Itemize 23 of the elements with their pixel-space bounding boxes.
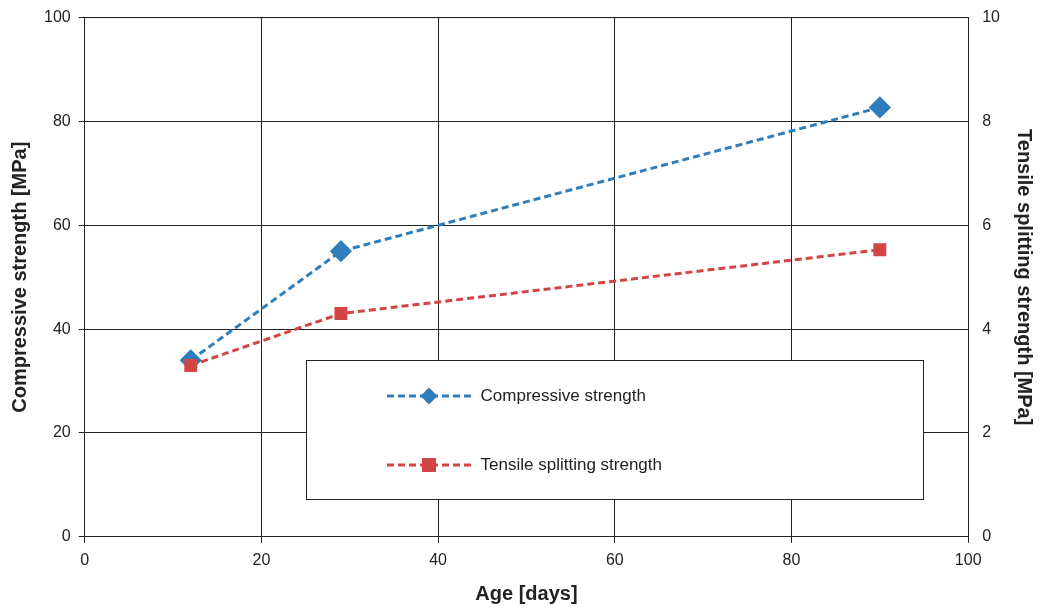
y-axis-title: Compressive strength [MPa]	[7, 141, 30, 413]
x-tick-label: 40	[429, 550, 448, 568]
y2-tick-label: 0	[982, 527, 992, 545]
y2-axis-title: Tensile splitting strength [MPa]	[1014, 129, 1037, 426]
y2-tick-label: 6	[982, 215, 992, 233]
x-axis-title: Age [days]	[475, 581, 578, 604]
y2-tick-label: 2	[982, 423, 992, 441]
x-tick-label: 100	[954, 550, 982, 568]
y-tick-label: 40	[52, 319, 71, 337]
legend-label: Tensile splitting strength	[480, 454, 662, 475]
y-tick-label: 80	[52, 111, 71, 129]
x-tick-label: 0	[80, 550, 90, 568]
y-tick-label: 100	[43, 8, 71, 26]
x-tick-label: 20	[252, 550, 271, 568]
y-tick-label: 0	[61, 527, 71, 545]
y2-tick-label: 10	[982, 8, 1001, 26]
x-tick-label: 80	[782, 550, 801, 568]
y2-tick-label: 4	[982, 319, 992, 337]
y-tick-label: 20	[52, 423, 71, 441]
y2-tick-label: 8	[982, 111, 992, 129]
x-tick-label: 60	[605, 550, 624, 568]
y-tick-label: 60	[52, 215, 71, 233]
legend-label: Compressive strength	[480, 385, 646, 406]
